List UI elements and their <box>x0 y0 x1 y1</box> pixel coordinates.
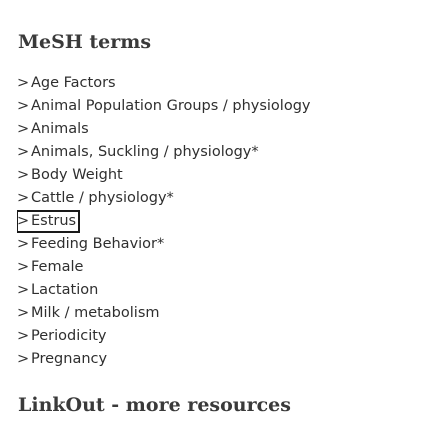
mesh-term-link[interactable]: > Estrus <box>17 210 81 233</box>
mesh-term-item[interactable]: > Pregnancy <box>17 348 448 371</box>
mesh-term-link[interactable]: > Female <box>17 257 83 278</box>
mesh-term-item[interactable]: > Body Weight <box>17 164 448 187</box>
mesh-term-item[interactable]: > Animals, Suckling / physiology* <box>17 141 448 164</box>
mesh-term-item-focused[interactable]: > Estrus <box>17 210 448 233</box>
mesh-term-link[interactable]: > Lactation <box>17 280 98 301</box>
mesh-term-label: Pregnancy <box>31 351 108 367</box>
mesh-term-link[interactable]: > Pregnancy <box>17 349 107 370</box>
chevron-right-icon: > <box>17 328 30 344</box>
mesh-term-link[interactable]: > Animals <box>17 119 89 140</box>
mesh-term-label: Body Weight <box>31 167 123 183</box>
mesh-term-item[interactable]: > Milk / metabolism <box>17 302 448 325</box>
chevron-right-icon: > <box>17 351 30 367</box>
chevron-right-icon: > <box>17 75 30 91</box>
mesh-term-list: > Age Factors > Animal Population Groups /… <box>17 72 448 371</box>
mesh-terms-heading: MeSH terms <box>18 31 152 53</box>
mesh-term-label: Periodicity <box>31 328 107 344</box>
chevron-right-icon: > <box>17 282 30 298</box>
mesh-term-item[interactable]: > Animal Population Groups / physiology <box>17 95 448 118</box>
chevron-right-icon: > <box>17 259 30 275</box>
linkout-heading: LinkOut - more resources <box>18 394 291 416</box>
chevron-right-icon: > <box>17 121 30 137</box>
chevron-right-icon: > <box>17 167 30 183</box>
mesh-term-item[interactable]: > Animals <box>17 118 448 141</box>
mesh-term-link[interactable]: > Milk / metabolism <box>17 303 160 324</box>
mesh-term-link[interactable]: > Age Factors <box>17 73 116 94</box>
mesh-term-link[interactable]: > Periodicity <box>17 326 107 347</box>
mesh-term-item[interactable]: > Periodicity <box>17 325 448 348</box>
chevron-right-icon: > <box>17 305 30 321</box>
chevron-right-icon: > <box>17 236 30 252</box>
mesh-term-link[interactable]: > Cattle / physiology* <box>17 188 174 209</box>
mesh-term-label: Feeding Behavior* <box>31 236 165 252</box>
mesh-term-label: Estrus <box>31 213 77 229</box>
mesh-term-link[interactable]: > Animal Population Groups / physiology <box>17 96 311 117</box>
mesh-term-link[interactable]: > Feeding Behavior* <box>17 234 164 255</box>
chevron-right-icon: > <box>17 213 30 229</box>
mesh-term-item[interactable]: > Feeding Behavior* <box>17 233 448 256</box>
mesh-term-item[interactable]: > Lactation <box>17 279 448 302</box>
mesh-term-label: Animals, Suckling / physiology* <box>31 144 259 160</box>
mesh-term-item[interactable]: > Cattle / physiology* <box>17 187 448 210</box>
chevron-right-icon: > <box>17 190 30 206</box>
mesh-term-link[interactable]: > Body Weight <box>17 165 123 186</box>
mesh-term-label: Cattle / physiology* <box>31 190 174 206</box>
mesh-term-label: Lactation <box>31 282 99 298</box>
mesh-term-label: Age Factors <box>31 75 116 91</box>
mesh-term-label: Animal Population Groups / physiology <box>31 98 311 114</box>
mesh-term-link[interactable]: > Animals, Suckling / physiology* <box>17 142 259 163</box>
mesh-term-item[interactable]: > Female <box>17 256 448 279</box>
mesh-term-label: Animals <box>31 121 89 137</box>
chevron-right-icon: > <box>17 98 30 114</box>
mesh-term-label: Milk / metabolism <box>31 305 160 321</box>
mesh-term-label: Female <box>31 259 84 275</box>
mesh-term-item[interactable]: > Age Factors <box>17 72 448 95</box>
chevron-right-icon: > <box>17 144 30 160</box>
